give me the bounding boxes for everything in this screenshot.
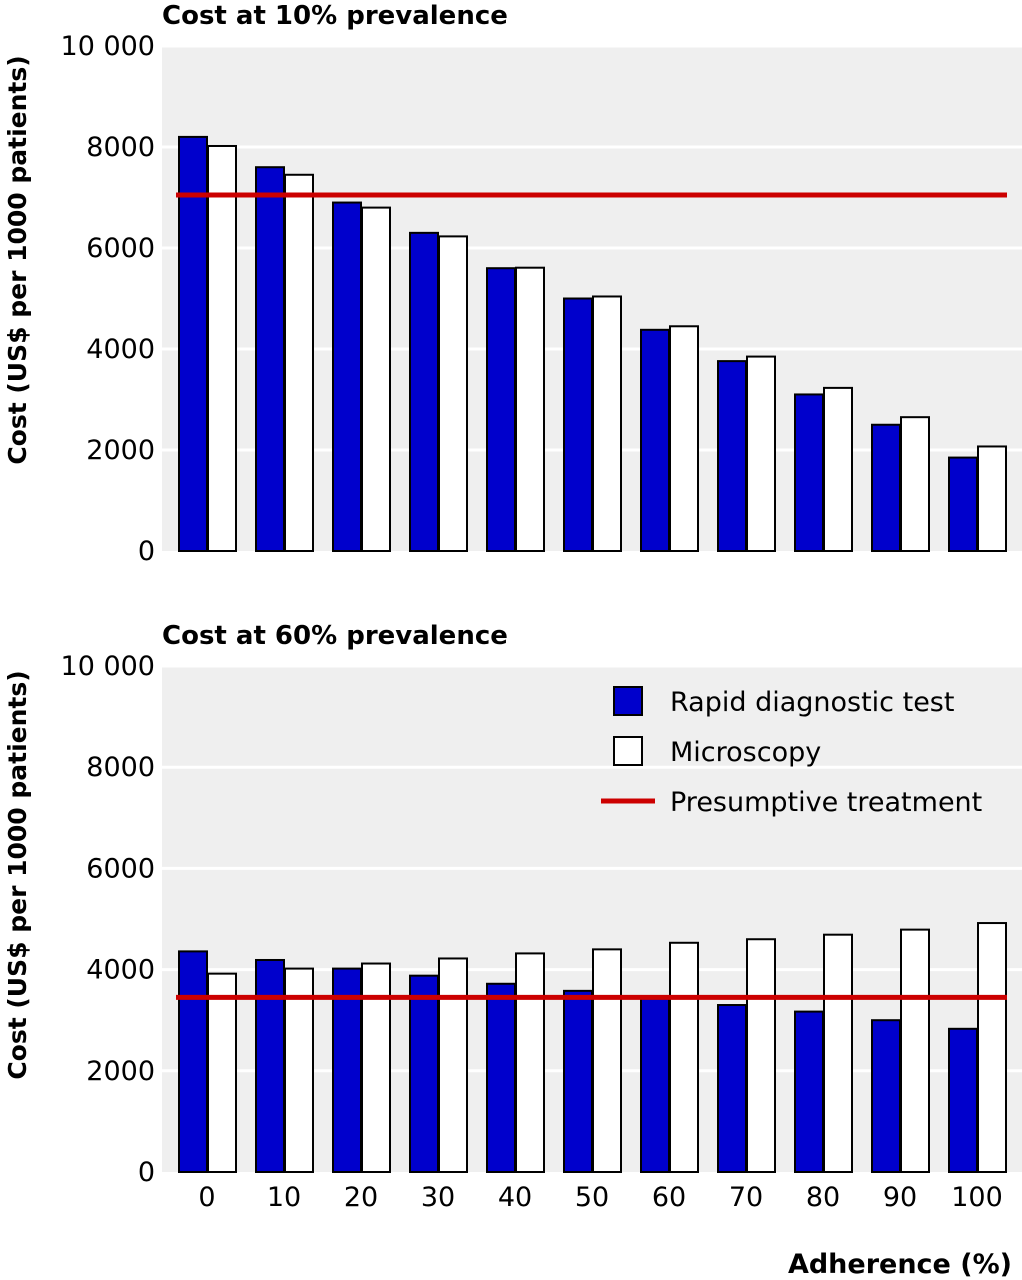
y-tick-label: 6000 bbox=[86, 233, 155, 264]
bar-rapid-diagnostic-test bbox=[871, 423, 901, 552]
bar-microscopy bbox=[361, 206, 391, 552]
panel-title: Cost at 60% prevalence bbox=[162, 621, 508, 651]
x-tick-label: 30 bbox=[421, 1182, 455, 1213]
bar-microscopy bbox=[515, 952, 545, 1174]
legend-swatch bbox=[613, 686, 643, 716]
x-tick-label: 10 bbox=[267, 1182, 301, 1213]
y-tick-label: 0 bbox=[138, 536, 155, 567]
x-tick-labels: 0 10 20 30 40 50 60 70 80 90 100 bbox=[198, 1182, 1002, 1213]
y-tick-label: 2000 bbox=[86, 1056, 155, 1087]
bar-microscopy bbox=[669, 325, 699, 552]
x-axis-label: Adherence (%) bbox=[788, 1249, 1012, 1280]
x-tick-label: 100 bbox=[951, 1182, 1003, 1213]
bar-rapid-diagnostic-test bbox=[409, 974, 439, 1173]
bar-rapid-diagnostic-test bbox=[409, 231, 439, 552]
bar-rapid-diagnostic-test bbox=[871, 1019, 901, 1174]
bar-microscopy bbox=[438, 235, 468, 552]
bar-microscopy bbox=[515, 266, 545, 552]
y-tick-label: 2000 bbox=[86, 435, 155, 466]
y-axis-label: Cost (US$ per 1000 patients) bbox=[3, 670, 32, 1079]
y-tick-label: 8000 bbox=[86, 132, 155, 163]
y-tick-label: 10 000 bbox=[61, 651, 155, 682]
bar-microscopy bbox=[977, 445, 1007, 552]
y-tick-labels: 0 2000 4000 6000 8000 10 000 bbox=[61, 31, 155, 567]
panel-10-prevalence: Cost at 10% prevalence Cost (US$ per 100… bbox=[3, 1, 1022, 567]
bar-microscopy bbox=[669, 941, 699, 1173]
x-tick-label: 70 bbox=[729, 1182, 763, 1213]
legend-label: Rapid diagnostic test bbox=[670, 687, 954, 718]
legend-label: Presumptive treatment bbox=[670, 787, 982, 818]
bar-microscopy bbox=[592, 295, 622, 553]
x-tick-label: 0 bbox=[198, 1182, 215, 1213]
x-tick-label: 40 bbox=[498, 1182, 532, 1213]
bar-microscopy bbox=[438, 957, 468, 1174]
panel-title: Cost at 10% prevalence bbox=[162, 1, 508, 31]
y-tick-label: 6000 bbox=[86, 853, 155, 884]
bar-microscopy bbox=[746, 355, 776, 553]
plot-area bbox=[162, 664, 1022, 1174]
y-tick-label: 8000 bbox=[86, 752, 155, 783]
bar-rapid-diagnostic-test bbox=[563, 297, 593, 552]
legend-swatch bbox=[613, 736, 643, 766]
bar-rapid-diagnostic-test bbox=[640, 328, 670, 552]
bar-rapid-diagnostic-test bbox=[332, 201, 362, 553]
bar-rapid-diagnostic-test bbox=[563, 989, 593, 1173]
y-tick-label: 4000 bbox=[86, 955, 155, 986]
x-tick-label: 20 bbox=[344, 1182, 378, 1213]
bar-rapid-diagnostic-test bbox=[486, 267, 516, 552]
bar-microscopy bbox=[746, 938, 776, 1173]
x-tick-label: 60 bbox=[652, 1182, 686, 1213]
bar-microscopy bbox=[977, 922, 1007, 1173]
bar-microscopy bbox=[592, 948, 622, 1173]
plot-area bbox=[162, 44, 1022, 553]
bar-rapid-diagnostic-test bbox=[178, 950, 208, 1173]
bar-microscopy bbox=[361, 962, 391, 1174]
x-tick-label: 80 bbox=[806, 1182, 840, 1213]
bar-rapid-diagnostic-test bbox=[255, 958, 285, 1174]
legend-label: Microscopy bbox=[670, 737, 821, 768]
bar-microscopy bbox=[900, 928, 930, 1173]
bar-rapid-diagnostic-test bbox=[255, 166, 285, 552]
bar-microscopy bbox=[823, 933, 853, 1173]
bar-rapid-diagnostic-test bbox=[948, 1027, 978, 1173]
bar-microscopy bbox=[207, 144, 237, 553]
bar-microscopy bbox=[823, 386, 853, 553]
y-tick-labels: 0 2000 4000 6000 8000 10 000 bbox=[61, 651, 155, 1188]
panel-60-prevalence: Cost at 60% prevalence Cost (US$ per 100… bbox=[3, 621, 1022, 1280]
x-tick-label: 90 bbox=[883, 1182, 917, 1213]
y-tick-label: 0 bbox=[138, 1157, 155, 1188]
legend: Rapid diagnostic test Microscopy Presumpti… bbox=[601, 686, 982, 818]
bar-rapid-diagnostic-test bbox=[794, 1010, 824, 1174]
bar-rapid-diagnostic-test bbox=[717, 1004, 747, 1174]
bar-rapid-diagnostic-test bbox=[486, 982, 516, 1173]
y-axis-label: Cost (US$ per 1000 patients) bbox=[3, 55, 32, 464]
bar-rapid-diagnostic-test bbox=[948, 456, 978, 553]
bar-microscopy bbox=[900, 416, 930, 552]
bar-microscopy bbox=[284, 173, 314, 552]
bar-rapid-diagnostic-test bbox=[717, 360, 747, 552]
x-tick-label: 50 bbox=[575, 1182, 609, 1213]
y-tick-label: 4000 bbox=[86, 334, 155, 365]
bar-rapid-diagnostic-test bbox=[794, 393, 824, 553]
bar-rapid-diagnostic-test bbox=[640, 996, 670, 1173]
bar-microscopy bbox=[207, 972, 237, 1174]
y-tick-label: 10 000 bbox=[61, 31, 155, 62]
bar-microscopy bbox=[284, 967, 314, 1174]
bar-rapid-diagnostic-test bbox=[178, 135, 208, 552]
